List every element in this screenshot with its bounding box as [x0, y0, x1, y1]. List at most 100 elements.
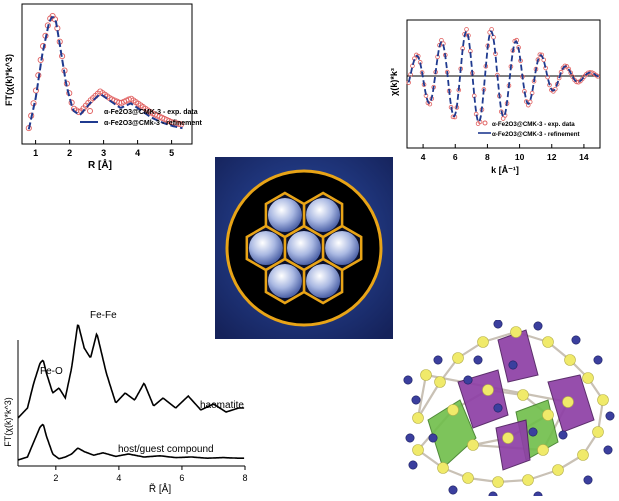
atom-large — [552, 464, 564, 476]
legend-label-fit: α-Fe2O3@CMk-3 - refinement — [104, 120, 203, 127]
atom-small — [463, 375, 473, 385]
atom-large — [467, 439, 479, 451]
crystal-structure-icon — [398, 319, 619, 501]
exp-data-point — [527, 99, 533, 105]
atom-small — [488, 491, 498, 501]
atom-large — [412, 444, 424, 456]
sphere — [267, 198, 302, 232]
x-axis-label: k [Å⁻¹] — [491, 165, 519, 175]
ft-chart-panel: 1 2 3 4 5 FT(χ(k)*k^3) R [Å] α-Fe2O3@CMK-3 -… — [0, 0, 205, 175]
atom-small — [408, 460, 418, 470]
legend: α-Fe2O3@CMK-3 - exp. data α-Fe2O3@CMk-3 … — [80, 108, 203, 127]
y-axis-label: FT(χ(k)*k^3) — [3, 397, 13, 446]
haematite-line — [17, 324, 245, 419]
atom-small — [493, 403, 503, 413]
atom-large — [582, 372, 594, 384]
ft-chart: 1 2 3 4 5 FT(χ(k)*k^3) R [Å] α-Fe2O3@CMK-3 -… — [4, 3, 203, 171]
annotation-fe-o: Fe-O — [40, 366, 63, 377]
legend-marker-exp — [87, 108, 93, 114]
sphere — [287, 231, 321, 265]
x-tick-label: 8 — [242, 473, 247, 483]
atom-large — [452, 352, 464, 364]
y-axis-label: χ(k)*k³ — [389, 68, 399, 96]
atom-small — [528, 427, 538, 437]
legend-label-exp: α-Fe2O3@CMK-3 - exp. data — [104, 109, 198, 116]
atom-large — [564, 354, 576, 366]
atom-large — [492, 476, 504, 488]
legend-label-exp: α-Fe2O3@CMK-3 - exp. data — [492, 121, 575, 128]
atom-small — [558, 430, 568, 440]
legend-marker-exp — [482, 120, 488, 126]
atom-small — [411, 395, 421, 405]
legend-label-fit: α-Fe2O3@CMK-3 - refinement — [492, 131, 580, 138]
atom-large — [562, 396, 574, 408]
exp-data-point — [537, 52, 543, 57]
refinement-line — [407, 30, 599, 124]
atom-small — [433, 355, 443, 365]
x-axis-label: R [Å] — [88, 158, 112, 171]
atom-large — [542, 409, 554, 421]
atom-small — [593, 355, 603, 365]
series-label-host-guest: host/guest compound — [118, 444, 214, 455]
x-tick-label: 14 — [579, 152, 589, 162]
atom-small — [508, 360, 518, 370]
x-tick-label: 10 — [515, 152, 525, 162]
sphere — [325, 231, 360, 265]
atom-large — [510, 326, 522, 338]
x-tick-label: 1 — [33, 148, 38, 158]
sphere — [306, 198, 341, 232]
annotation-fe-fe: Fe-Fe — [90, 310, 117, 321]
ft-comparison-panel: 2 4 6 8 FT(χ(k)*k^3) R̃ [Å] Fe-O Fe-Fe haem… — [0, 300, 255, 496]
atom-large — [592, 426, 604, 438]
atom-small — [571, 335, 581, 345]
atom-small — [448, 485, 458, 495]
atom-large — [542, 336, 554, 348]
x-tick-label: 2 — [67, 148, 72, 158]
exp-data-point — [552, 86, 558, 92]
atom-large — [434, 376, 446, 388]
x-axis-label: R̃ [Å] — [149, 482, 171, 495]
x-tick-label: 3 — [101, 148, 106, 158]
x-tick-label: 8 — [485, 152, 490, 162]
x-tick-label: 2 — [53, 473, 58, 483]
atom-small — [493, 319, 503, 329]
bond — [417, 381, 441, 419]
atom-large — [462, 472, 474, 484]
sphere — [306, 264, 341, 298]
sphere — [248, 231, 283, 265]
octahedron-purple-4 — [495, 419, 531, 471]
atom-large — [577, 449, 589, 461]
atom-small — [603, 445, 613, 455]
plot-frame — [21, 3, 193, 145]
atom-large — [420, 369, 432, 381]
atom-large — [482, 384, 494, 396]
x-tick-label: 12 — [547, 152, 557, 162]
exp-data-point — [37, 56, 44, 64]
chi-chart: 4 6 8 10 12 14 χ(k)*k³ k [Å⁻¹] α-Fe2O3@CMK-3 … — [389, 19, 601, 175]
x-tick-label: 4 — [135, 148, 140, 158]
x-tick-label: 4 — [116, 473, 121, 483]
y-axis-label: FT(χ(k)*k^3) — [4, 54, 14, 106]
exp-data-point — [595, 74, 601, 79]
ft-comparison-chart: 2 4 6 8 FT(χ(k)*k^3) R̃ [Å] Fe-O Fe-Fe haem… — [3, 310, 248, 495]
x-tick-label: 6 — [179, 473, 184, 483]
bond — [416, 374, 428, 419]
plot-frame — [406, 19, 601, 149]
atom-small — [403, 375, 413, 385]
exp-data-point — [570, 74, 575, 80]
sphere — [267, 264, 302, 298]
atom-large — [522, 474, 534, 486]
series-label-haematite: haematite — [200, 400, 244, 411]
atom-large — [537, 444, 549, 456]
refinement-line — [27, 16, 183, 130]
atom-large — [597, 394, 609, 406]
octahedron-purple-1 — [457, 369, 509, 429]
atom-small — [533, 491, 543, 501]
atom-large — [517, 389, 529, 401]
x-tick-label: 6 — [453, 152, 458, 162]
atom-small — [405, 433, 415, 443]
x-tick-label: 4 — [421, 152, 426, 162]
atom-small — [428, 433, 438, 443]
chi-chart-panel: 4 6 8 10 12 14 χ(k)*k³ k [Å⁻¹] α-Fe2O3@CMK-3 … — [385, 10, 610, 180]
atom-small — [605, 411, 615, 421]
